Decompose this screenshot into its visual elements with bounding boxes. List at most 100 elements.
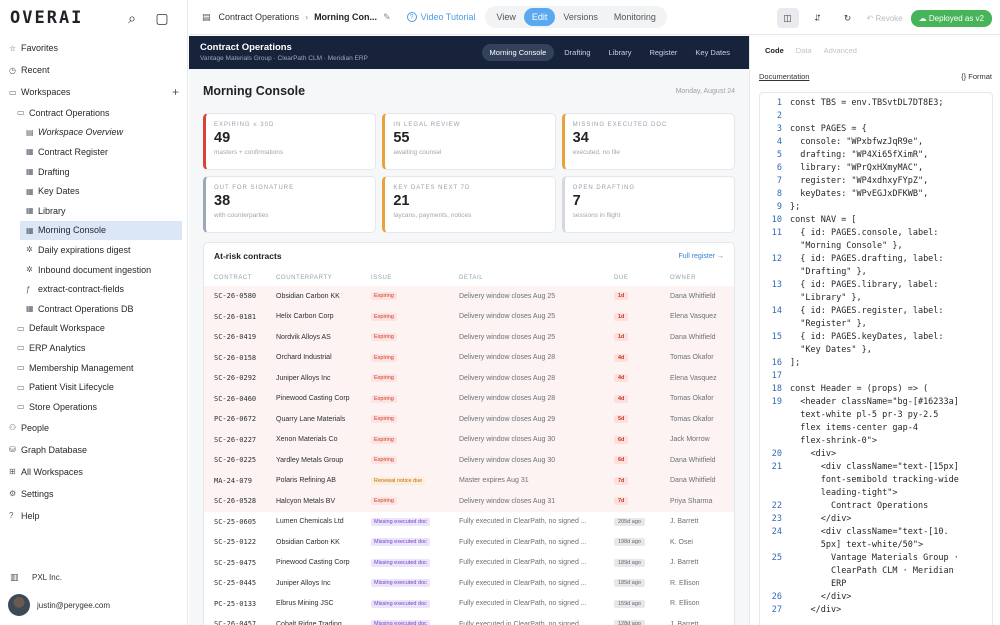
sidebar-item-recent[interactable]: ◷ Recent xyxy=(0,59,187,81)
line-number: 19 xyxy=(771,397,782,407)
due-badge: 1d xyxy=(614,333,629,342)
kpi-card[interactable]: In legal review 55 awaiting counsel xyxy=(382,113,556,170)
tab-key-dates[interactable]: Key Dates xyxy=(695,48,730,57)
kpi-card[interactable]: Out for signature 38 with counterparties xyxy=(203,176,377,233)
tab-register[interactable]: Register xyxy=(649,48,678,57)
tab-morning-console[interactable]: Morning Console xyxy=(481,44,555,61)
mode-view[interactable]: View xyxy=(496,12,516,22)
chat-icon[interactable]: ▢ xyxy=(155,9,169,26)
sidebar-item-extract-contract-fields[interactable]: ƒ extract-contract-fields xyxy=(0,279,187,299)
table-row[interactable]: MA-24-079 Polaris Refining AB Renewal noti… xyxy=(204,470,734,491)
sidebar-item-membership-management[interactable]: ▭ Membership Management xyxy=(0,358,187,378)
table-row[interactable]: PC-25-0133 Elbrus Mining JSC Missing execu… xyxy=(204,594,734,615)
search-icon[interactable]: ⌕ xyxy=(128,9,136,26)
layout-panel-icon[interactable]: ◫ xyxy=(776,8,799,28)
table-row[interactable]: SC-26-0460 Pinewood Casting Corp Expiring D… xyxy=(204,388,734,409)
format-button[interactable]: {} Format xyxy=(961,72,992,81)
table-row[interactable]: SC-26-0457 Cobalt Ridge Trading Missing ex… xyxy=(204,614,734,625)
sidebar-item-morning-console[interactable]: ▦ Morning Console xyxy=(20,220,182,241)
owner: Tomas Okafor xyxy=(670,354,714,362)
sidebar-item-settings[interactable]: ⚙ Settings xyxy=(0,483,187,505)
table-row[interactable]: SC-26-0225 Yardley Metals Group Expiring De… xyxy=(204,450,734,471)
table-row[interactable]: PC-26-0672 Quarry Lane Materials Expiring D… xyxy=(204,409,734,430)
table-row[interactable]: SC-25-0445 Juniper Alloys Inc Missing exec… xyxy=(204,573,734,594)
detail: Delivery window closes Aug 25 xyxy=(459,333,556,341)
tab-library[interactable]: Library xyxy=(608,48,632,57)
sidebar-item-graph-database[interactable]: ⛁ Graph Database xyxy=(0,439,187,461)
sidebar-item-drafting[interactable]: ▦ Drafting xyxy=(0,162,187,182)
table-row[interactable]: SC-25-0475 Pinewood Casting Corp Missing e… xyxy=(204,553,734,574)
share-icon[interactable]: ⮃ xyxy=(813,13,822,23)
pencil-icon[interactable]: ✎ xyxy=(383,11,391,22)
sidebar-item-workspaces[interactable]: ▭ Workspaces + xyxy=(0,81,187,103)
documentation-link[interactable]: Documentation xyxy=(759,72,810,81)
due-badge: 189d ago xyxy=(614,558,645,567)
table-row[interactable]: SC-26-0419 Nordvik Alloys AS Expiring Deliv… xyxy=(204,327,734,348)
tab-drafting[interactable]: Drafting xyxy=(564,48,591,57)
table-row[interactable]: SC-26-0158 Orchard Industrial Expiring Deli… xyxy=(204,347,734,368)
table-row[interactable]: SC-26-0580 Obsidian Carbon KK Expiring Deli… xyxy=(204,286,734,307)
code-line: 27 </div> xyxy=(760,604,992,617)
detail: Delivery window closes Aug 30 xyxy=(459,456,556,464)
sidebar-item-key-dates[interactable]: ▦ Key Dates xyxy=(0,181,187,201)
sidebar-item-contract-operations[interactable]: ▭ Contract Operations xyxy=(0,103,187,123)
contract-id: SC-26-0528 xyxy=(214,497,257,506)
sidebar-item-patient-visit-lifecycle[interactable]: ▭ Patient Visit Lifecycle xyxy=(0,377,187,397)
sidebar-item-default-workspace[interactable]: ▭ Default Workspace xyxy=(0,319,187,339)
tab-data[interactable]: Data xyxy=(795,45,812,55)
issue-badge: Expiring xyxy=(371,456,397,465)
revoke-button[interactable]: ↶ Revoke xyxy=(866,13,903,23)
kpi-card[interactable]: Missing executed doc 34 executed, no file xyxy=(561,113,735,170)
code-text: console: "WPxbfwzJqR9e", xyxy=(790,137,924,147)
sidebar-item-workspace-overview[interactable]: ▤ Workspace Overview xyxy=(0,123,187,143)
sidebar-item-favorites[interactable]: ☆ Favorites xyxy=(0,37,187,59)
table-row[interactable]: SC-26-0227 Xenon Materials Co Expiring Deli… xyxy=(204,429,734,450)
page-icon: ▭ xyxy=(17,323,25,333)
mode-edit[interactable]: Edit xyxy=(523,8,556,26)
issue-cell: Expiring xyxy=(361,368,449,389)
detail: Master expires Aug 31 xyxy=(459,477,529,485)
tab-advanced[interactable]: Advanced xyxy=(823,45,857,55)
kpi-card[interactable]: Key dates next 7d 21 laycans, payments, no… xyxy=(382,176,556,233)
code-text: <div className="text-[10. 5px] text-whit… xyxy=(820,527,949,550)
video-tutorial-link[interactable]: ? Video Tutorial xyxy=(406,12,475,22)
deployed-badge[interactable]: ☁ Deployed as v2 xyxy=(910,9,992,27)
table-row[interactable]: SC-25-0605 Lumen Chemicals Ltd Missing exe… xyxy=(204,512,734,533)
kpi-card[interactable]: Expiring ≤ 30d 49 masters + confirmations xyxy=(203,113,377,170)
mode-monitoring[interactable]: Monitoring xyxy=(613,12,656,22)
full-register-link[interactable]: Full register → xyxy=(678,252,724,260)
sidebar-item-contract-register[interactable]: ▦ Contract Register xyxy=(0,142,187,162)
mode-versions[interactable]: Versions xyxy=(563,12,598,22)
kpi-card[interactable]: Open drafting 7 sessions in flight xyxy=(561,176,735,233)
refresh-icon[interactable]: ↻ xyxy=(843,13,852,23)
code-editor[interactable]: 1 const TBS = env.TBSvtDL7DT8E3; 2 3 const P… xyxy=(759,92,993,625)
sidebar-item-help[interactable]: ? Help xyxy=(0,505,187,527)
user-menu[interactable]: justin@perygee.com xyxy=(8,594,110,616)
org-switcher[interactable]: ▥ PXL Inc. xyxy=(10,572,62,583)
sidebar-item-contract-operations-db[interactable]: ▦ Contract Operations DB xyxy=(0,299,187,319)
table-row[interactable]: SC-26-0528 Halcyon Metals BV Expiring Deliv… xyxy=(204,491,734,512)
sidebar-item-erp-analytics[interactable]: ▭ ERP Analytics xyxy=(0,338,187,358)
breadcrumb-parent[interactable]: Contract Operations xyxy=(218,12,300,22)
sidebar-item-people[interactable]: ⚇ People xyxy=(0,417,187,439)
counterparty: Polaris Refining AB xyxy=(276,477,336,485)
code-line: 19 <header className="bg-[#16233a] text-… xyxy=(760,396,992,448)
tab-code[interactable]: Code xyxy=(765,45,784,55)
brand-logo[interactable]: OVERAI xyxy=(10,8,84,28)
add-workspace-icon[interactable]: + xyxy=(171,85,179,99)
due-cell: 1d xyxy=(604,327,660,348)
code-line: 10 const NAV = [ xyxy=(760,214,992,227)
issue-cell: Expiring xyxy=(361,450,449,471)
table-row[interactable]: SC-26-0181 Helix Carbon Corp Expiring Deliv… xyxy=(204,306,734,327)
contract-id: PC-26-0672 xyxy=(214,415,257,424)
sidebar-item-inbound-document-ingestion[interactable]: ✲ Inbound document ingestion xyxy=(0,260,187,280)
sidebar-item-daily-expirations-digest[interactable]: ✲ Daily expirations digest xyxy=(0,240,187,260)
issue-cell: Missing executed doc xyxy=(361,614,449,625)
sidebar-item-store-operations[interactable]: ▭ Store Operations xyxy=(0,397,187,417)
counterparty: Elbrus Mining JSC xyxy=(276,600,334,608)
table-row[interactable]: SC-25-0122 Obsidian Carbon KK Missing exec… xyxy=(204,532,734,553)
issue-cell: Expiring xyxy=(361,409,449,430)
sidebar-item-all-workspaces[interactable]: ⊞ All Workspaces xyxy=(0,461,187,483)
table-row[interactable]: SC-26-0292 Juniper Alloys Inc Expiring Deli… xyxy=(204,368,734,389)
sidebar-item-library[interactable]: ▦ Library xyxy=(0,201,187,221)
